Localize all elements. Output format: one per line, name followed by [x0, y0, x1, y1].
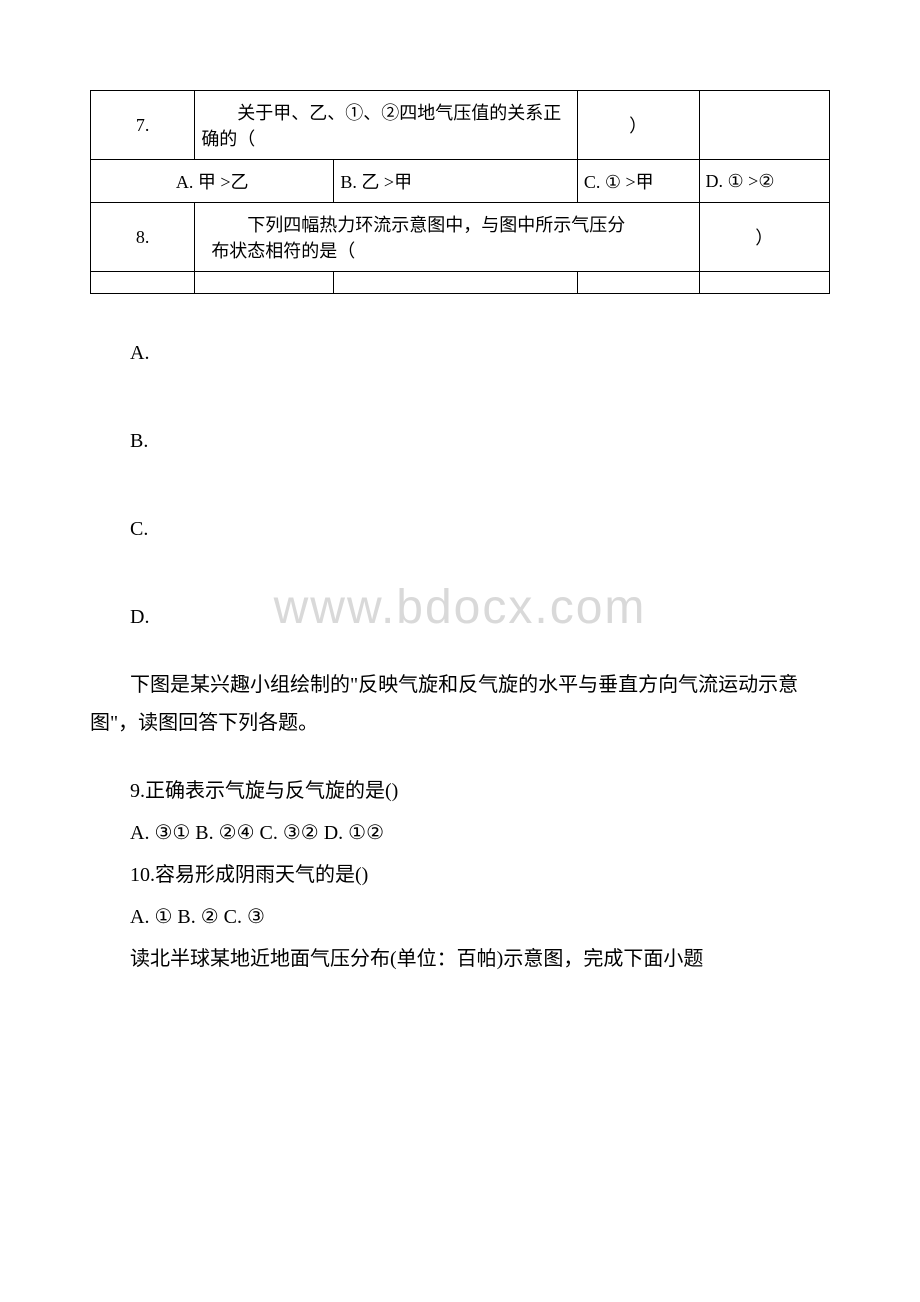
question-table: 7. 关于甲、乙、①、②四地气压值的关系正确的（ ） A. 甲 >乙 B. 乙 … [90, 90, 830, 294]
q8-option-a: A. [90, 334, 830, 372]
q7-opt-c: C. ① >甲 [577, 160, 699, 203]
empty-cell [334, 272, 577, 294]
q7-opt-d: D. ① >② [699, 160, 829, 203]
q9-stem: 9.正确表示气旋与反气旋的是() [90, 772, 830, 810]
table-row-q7-options: A. 甲 >乙 B. 乙 >甲 C. ① >甲 D. ① >② [91, 160, 830, 203]
q7-opt-b: B. 乙 >甲 [334, 160, 577, 203]
table-row-q8: 8. 下列四幅热力环流示意图中，与图中所示气压分布状态相符的是（ ） [91, 203, 830, 272]
q7-number: 7. [91, 91, 195, 160]
empty-cell [699, 272, 829, 294]
q7-close: ） [577, 91, 699, 160]
q8-stem: 下列四幅热力环流示意图中，与图中所示气压分布状态相符的是（ [195, 203, 699, 272]
empty-cell [577, 272, 699, 294]
q8-number: 8. [91, 203, 195, 272]
table-row-empty [91, 272, 830, 294]
intro-paragraph: 下图是某兴趣小组绘制的"反映气旋和反气旋的水平与垂直方向气流运动示意图"，读图回… [90, 666, 830, 742]
q8-close: ） [699, 203, 829, 272]
q8-option-d: D. [90, 598, 830, 636]
table-row-q7: 7. 关于甲、乙、①、②四地气压值的关系正确的（ ） [91, 91, 830, 160]
q9-options: A. ③① B. ②④ C. ③② D. ①② [90, 814, 830, 852]
q8-option-b: B. [90, 422, 830, 460]
q10-stem: 10.容易形成阴雨天气的是() [90, 856, 830, 894]
q7-opt-a: A. 甲 >乙 [91, 160, 334, 203]
q7-blank [699, 91, 829, 160]
empty-cell [91, 272, 195, 294]
empty-cell [195, 272, 334, 294]
q10-options: A. ① B. ② C. ③ [90, 898, 830, 936]
q7-stem: 关于甲、乙、①、②四地气压值的关系正确的（ [195, 91, 578, 160]
q8-option-c: C. [90, 510, 830, 548]
p2: 读北半球某地近地面气压分布(单位：百帕)示意图，完成下面小题 [90, 940, 830, 978]
